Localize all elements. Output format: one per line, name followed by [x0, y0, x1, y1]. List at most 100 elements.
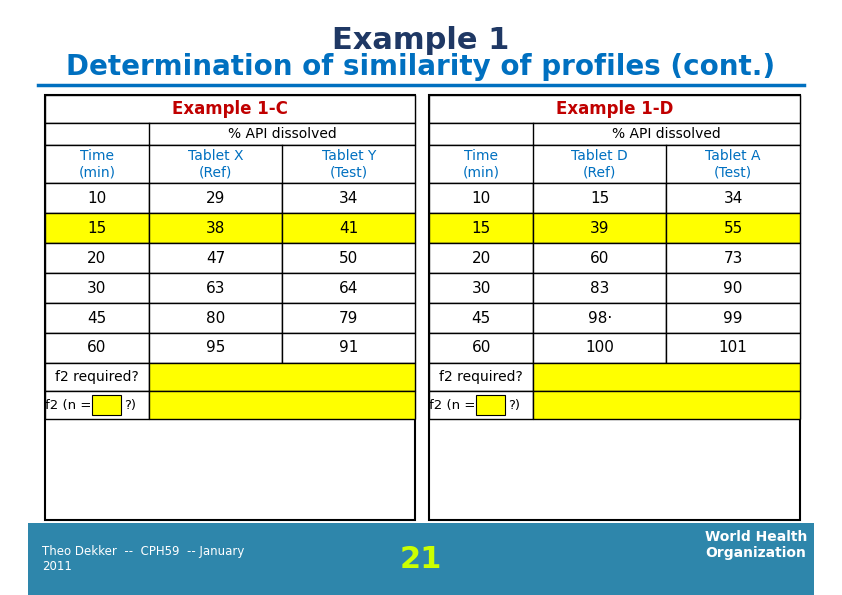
Bar: [45, 363, 149, 391]
Text: 80: 80: [205, 311, 225, 325]
Text: 45: 45: [88, 311, 107, 325]
Bar: [45, 273, 149, 303]
Text: f2 required?: f2 required?: [440, 370, 523, 384]
Text: 10: 10: [472, 190, 491, 205]
Text: 60: 60: [472, 340, 491, 355]
Bar: [45, 95, 415, 123]
Bar: [45, 123, 415, 145]
Text: 15: 15: [472, 221, 491, 236]
Bar: [429, 213, 533, 243]
Text: Example 1-D: Example 1-D: [556, 100, 674, 118]
Text: 95: 95: [205, 340, 225, 355]
Text: 20: 20: [88, 250, 107, 265]
Bar: [282, 303, 415, 333]
Bar: [149, 273, 282, 303]
Bar: [149, 213, 282, 243]
Bar: [666, 273, 800, 303]
Bar: [429, 123, 800, 145]
Bar: [149, 363, 415, 391]
Text: f2 required?: f2 required?: [55, 370, 139, 384]
Bar: [533, 213, 666, 243]
Text: World Health
Organization: World Health Organization: [705, 530, 807, 560]
Text: 20: 20: [472, 250, 491, 265]
Text: f2 (n =: f2 (n =: [45, 399, 91, 412]
Bar: [429, 243, 533, 273]
Text: 34: 34: [339, 190, 359, 205]
Bar: [476, 395, 505, 415]
Text: 63: 63: [205, 280, 225, 296]
Bar: [429, 95, 800, 520]
Bar: [666, 243, 800, 273]
Text: 41: 41: [339, 221, 359, 236]
Bar: [29, 523, 813, 595]
Text: 90: 90: [723, 280, 743, 296]
Text: 100: 100: [585, 340, 614, 355]
Bar: [45, 333, 149, 363]
Text: % API dissolved: % API dissolved: [227, 127, 337, 141]
Text: Time
(min): Time (min): [78, 149, 115, 179]
Bar: [533, 243, 666, 273]
Bar: [533, 391, 800, 419]
Bar: [149, 243, 282, 273]
Text: % API dissolved: % API dissolved: [612, 127, 721, 141]
Text: Tablet D
(Ref): Tablet D (Ref): [572, 149, 628, 179]
Bar: [45, 213, 149, 243]
Text: 64: 64: [339, 280, 359, 296]
Bar: [282, 243, 415, 273]
Bar: [429, 183, 533, 213]
Text: 30: 30: [472, 280, 491, 296]
Text: 45: 45: [472, 311, 491, 325]
Text: 55: 55: [723, 221, 743, 236]
Text: 83: 83: [590, 280, 610, 296]
Bar: [282, 273, 415, 303]
Text: 99: 99: [723, 311, 743, 325]
Text: 79: 79: [339, 311, 359, 325]
Text: 10: 10: [88, 190, 107, 205]
Text: Tablet Y
(Test): Tablet Y (Test): [322, 149, 376, 179]
Bar: [533, 273, 666, 303]
Text: Determination of similarity of profiles (cont.): Determination of similarity of profiles …: [67, 53, 775, 81]
Text: 50: 50: [339, 250, 359, 265]
Bar: [45, 183, 149, 213]
Bar: [149, 183, 282, 213]
Text: Theo Dekker  --  CPH59  -- January
2011: Theo Dekker -- CPH59 -- January 2011: [42, 545, 245, 573]
Bar: [533, 183, 666, 213]
Text: Example 1: Example 1: [333, 26, 509, 55]
Bar: [45, 95, 415, 520]
Bar: [429, 363, 533, 391]
Bar: [533, 333, 666, 363]
Text: 21: 21: [400, 544, 442, 574]
Text: 73: 73: [723, 250, 743, 265]
Text: ?): ?): [124, 399, 136, 412]
Bar: [666, 183, 800, 213]
Bar: [92, 395, 120, 415]
Bar: [45, 243, 149, 273]
Text: 60: 60: [590, 250, 610, 265]
Bar: [429, 333, 533, 363]
Text: f2 (n =: f2 (n =: [429, 399, 476, 412]
Text: Tablet X
(Ref): Tablet X (Ref): [188, 149, 243, 179]
Bar: [429, 303, 533, 333]
Text: 39: 39: [590, 221, 610, 236]
Bar: [429, 273, 533, 303]
Bar: [429, 95, 800, 123]
Text: Example 1-C: Example 1-C: [173, 100, 288, 118]
Text: 60: 60: [88, 340, 107, 355]
Bar: [282, 183, 415, 213]
Bar: [533, 363, 800, 391]
Bar: [149, 391, 415, 419]
Bar: [45, 145, 415, 183]
Bar: [45, 303, 149, 333]
Bar: [533, 303, 666, 333]
Text: 101: 101: [718, 340, 748, 355]
Bar: [149, 303, 282, 333]
Bar: [45, 391, 149, 419]
Text: 30: 30: [88, 280, 107, 296]
Text: 91: 91: [339, 340, 359, 355]
Text: 15: 15: [88, 221, 107, 236]
Text: Tablet A
(Test): Tablet A (Test): [706, 149, 761, 179]
Bar: [666, 333, 800, 363]
Text: ?): ?): [509, 399, 520, 412]
Bar: [149, 333, 282, 363]
Text: 47: 47: [205, 250, 225, 265]
